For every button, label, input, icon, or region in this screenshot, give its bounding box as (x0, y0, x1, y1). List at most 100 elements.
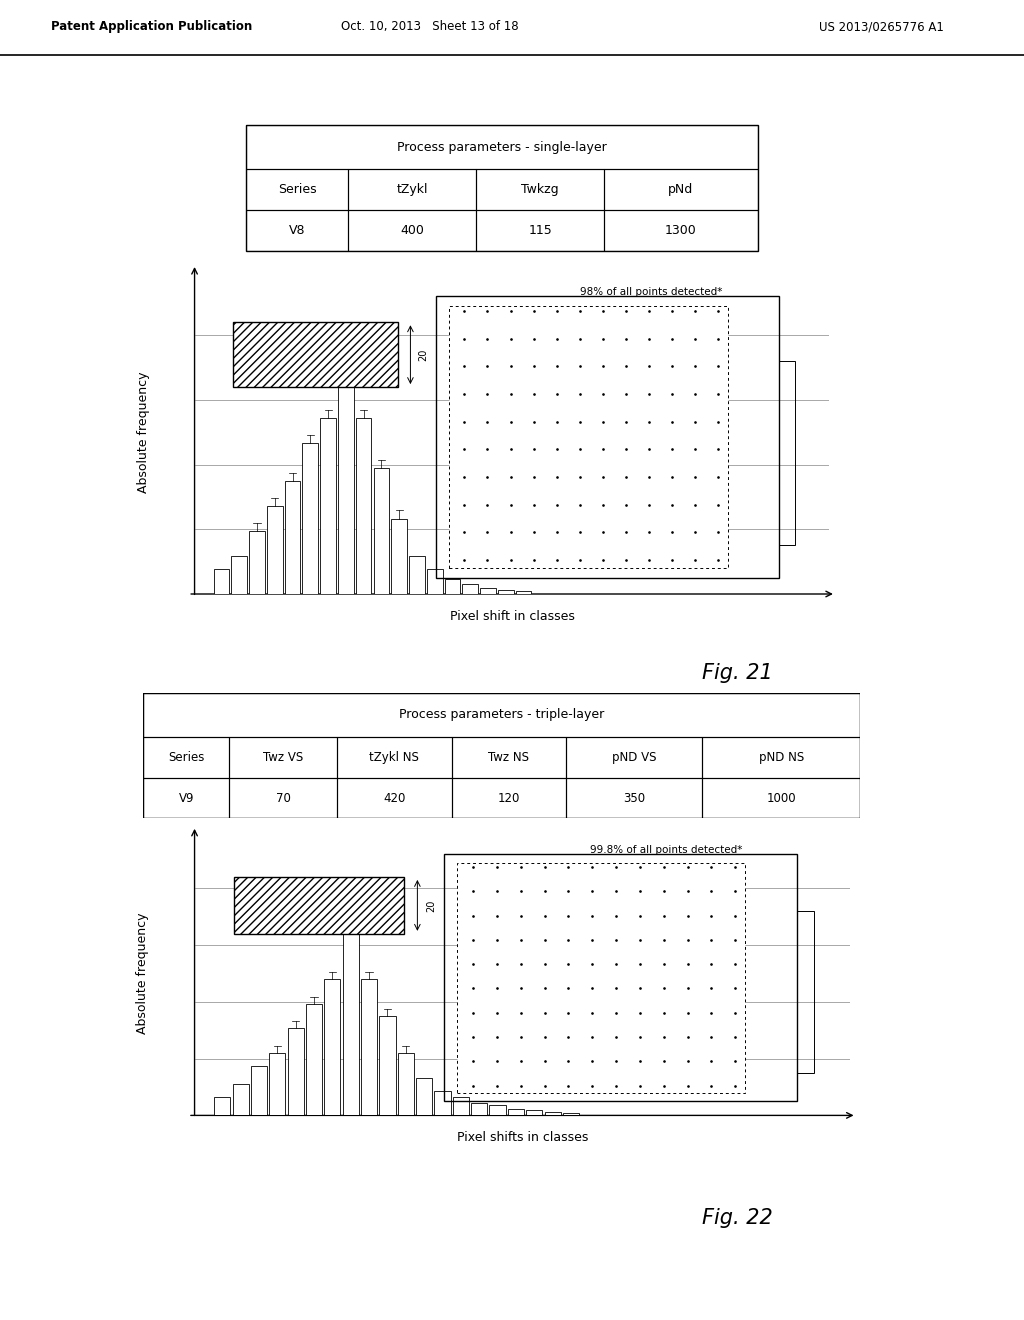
Text: Series: Series (168, 751, 205, 764)
Bar (232, 322, 397, 387)
Bar (361, 979, 377, 1115)
Bar (526, 1110, 543, 1115)
Text: 1300: 1300 (665, 224, 697, 236)
Bar (249, 531, 265, 594)
Bar (443, 854, 798, 1101)
Bar (391, 519, 407, 594)
Text: V9: V9 (178, 792, 195, 804)
Bar (489, 1105, 506, 1115)
Bar (566, 737, 702, 777)
Text: Fig. 22: Fig. 22 (701, 1208, 773, 1228)
Text: Twkzg: Twkzg (521, 183, 559, 197)
Text: tZykl NS: tZykl NS (370, 751, 419, 764)
Text: US 2013/0265776 A1: US 2013/0265776 A1 (819, 20, 944, 33)
Bar (545, 1111, 561, 1115)
Bar (348, 210, 476, 251)
Bar (321, 418, 336, 594)
Bar (143, 693, 860, 737)
Bar (231, 556, 247, 594)
Bar (143, 737, 229, 777)
Text: Pixel shifts in classes: Pixel shifts in classes (457, 1131, 588, 1144)
Text: 120: 120 (498, 792, 520, 804)
Bar (480, 587, 496, 594)
Text: pNd: pNd (669, 183, 693, 197)
Bar (143, 777, 229, 818)
Text: 400: 400 (400, 224, 424, 236)
Text: 99.8% of all points detected*: 99.8% of all points detected* (590, 845, 742, 855)
Text: Pixel shift in classes: Pixel shift in classes (450, 610, 574, 623)
Text: Series: Series (278, 183, 316, 197)
Text: 20: 20 (419, 348, 429, 360)
Bar (449, 306, 728, 568)
Bar (302, 444, 318, 594)
Bar (563, 1113, 579, 1115)
Bar (453, 1097, 469, 1115)
Bar (416, 1078, 432, 1115)
Text: 115: 115 (528, 224, 552, 236)
Text: 350: 350 (624, 792, 645, 804)
Bar (338, 367, 353, 594)
Bar (516, 591, 531, 594)
Text: tZykl: tZykl (396, 183, 428, 197)
Bar (604, 210, 758, 251)
Text: Twz VS: Twz VS (263, 751, 303, 764)
Bar (214, 569, 229, 594)
Bar (337, 737, 452, 777)
Bar (246, 210, 348, 251)
Bar (355, 418, 372, 594)
Bar (508, 1109, 524, 1115)
Text: 1000: 1000 (767, 792, 796, 804)
Text: 70: 70 (275, 792, 291, 804)
Text: 420: 420 (383, 792, 406, 804)
Bar (436, 297, 778, 578)
Bar (702, 777, 860, 818)
Bar (374, 469, 389, 594)
Bar (288, 1028, 304, 1115)
Bar (778, 362, 795, 545)
Bar (498, 590, 514, 594)
Bar (348, 169, 476, 210)
Text: pND NS: pND NS (759, 751, 804, 764)
Bar (410, 556, 425, 594)
Text: Oct. 10, 2013   Sheet 13 of 18: Oct. 10, 2013 Sheet 13 of 18 (341, 20, 519, 33)
Text: Patent Application Publication: Patent Application Publication (51, 20, 253, 33)
Text: 20: 20 (426, 899, 436, 912)
Y-axis label: Absolute frequency: Absolute frequency (136, 912, 148, 1035)
Bar (463, 583, 478, 594)
Bar (325, 979, 340, 1115)
Bar (702, 737, 860, 777)
Text: 98% of all points detected*: 98% of all points detected* (581, 286, 723, 297)
Bar (434, 1090, 451, 1115)
Text: Twz NS: Twz NS (488, 751, 529, 764)
Bar (471, 1104, 487, 1115)
Bar (233, 876, 404, 933)
Bar (251, 1065, 267, 1115)
Text: Process parameters - single-layer: Process parameters - single-layer (397, 141, 606, 154)
Bar (343, 916, 358, 1115)
Bar (267, 506, 283, 594)
Text: Process parameters - triple-layer: Process parameters - triple-layer (399, 709, 604, 722)
Bar (229, 737, 337, 777)
Bar (337, 777, 452, 818)
Bar (452, 777, 566, 818)
Bar (566, 777, 702, 818)
Bar (397, 1053, 414, 1115)
Bar (306, 1003, 323, 1115)
Text: pND VS: pND VS (612, 751, 656, 764)
Bar (798, 911, 814, 1073)
Bar (246, 169, 348, 210)
Text: Fig. 21: Fig. 21 (701, 663, 773, 682)
Bar (285, 480, 300, 594)
Bar (604, 169, 758, 210)
Bar (457, 863, 745, 1093)
Bar (214, 1097, 230, 1115)
Bar (427, 569, 442, 594)
Bar (229, 777, 337, 818)
Bar (452, 737, 566, 777)
Bar (232, 1084, 249, 1115)
Text: V8: V8 (289, 224, 305, 236)
Bar (269, 1053, 286, 1115)
Bar (476, 169, 604, 210)
Bar (246, 125, 758, 169)
Bar (476, 210, 604, 251)
